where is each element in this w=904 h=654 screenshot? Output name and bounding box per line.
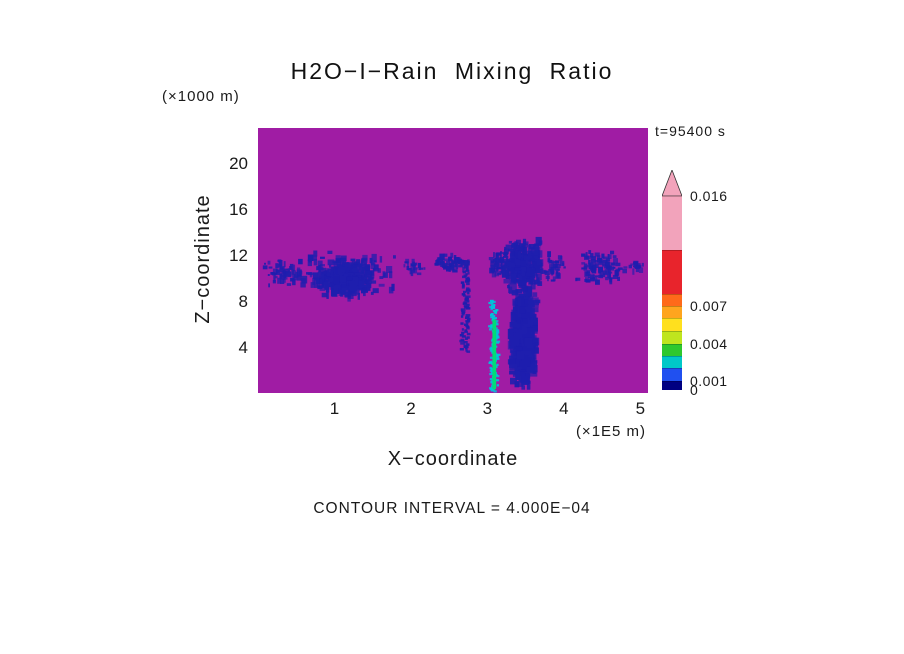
colorbar-segment xyxy=(662,250,682,294)
colorbar-segment xyxy=(662,381,682,390)
field-feature-speckle xyxy=(575,250,628,285)
field-feature-speckle xyxy=(403,258,426,277)
field-feature-speckle xyxy=(543,251,566,282)
x-axis-unit-label: (×1E5 m) xyxy=(575,423,647,440)
field-feature-speckle xyxy=(434,252,470,273)
colorbar-segment xyxy=(662,318,682,331)
x-tick-label: 3 xyxy=(482,399,493,418)
z-tick-label: 20 xyxy=(229,153,248,173)
contour-interval-caption: CONTOUR INTERVAL = 4.000E−04 xyxy=(313,500,591,517)
z-tick-label: 4 xyxy=(238,337,248,357)
colorbar-label: 0.004 xyxy=(690,336,728,352)
z-tick-label: 12 xyxy=(229,245,248,265)
field-feature-speckle xyxy=(262,259,303,288)
z-tick-label: 16 xyxy=(229,199,248,219)
field-feature-core xyxy=(492,319,497,390)
colorbar-segment xyxy=(662,356,682,368)
field-feature-speckle xyxy=(501,236,546,294)
colorbar-label: 0 xyxy=(690,382,699,398)
y-axis-unit-label: (×1000 m) xyxy=(162,88,240,105)
field-feature-speckle xyxy=(314,258,375,298)
colorbar-segment xyxy=(662,294,682,306)
x-tick-label: 1 xyxy=(329,399,340,418)
colorbar-segment xyxy=(662,344,682,356)
field-feature-speckle xyxy=(628,260,644,275)
x-axis-title: X−coordinate xyxy=(387,448,519,470)
colorbar-segment xyxy=(662,306,682,318)
field-feature-speckle xyxy=(507,280,541,390)
x-tick-label: 5 xyxy=(635,399,646,418)
colorbar-segment xyxy=(662,331,682,344)
colorbar-label: 0.007 xyxy=(690,298,728,314)
z-tick-label: 8 xyxy=(238,291,248,311)
time-annotation: t=95400 s xyxy=(655,123,726,139)
rain-field-svg xyxy=(262,236,644,393)
x-tick-label: 4 xyxy=(559,399,569,418)
plot-area xyxy=(258,128,648,393)
field-feature-streak xyxy=(459,269,471,353)
colorbar-segment xyxy=(662,368,682,381)
colorbar-segment xyxy=(662,196,682,250)
colorbar-overflow-arrow xyxy=(662,170,682,196)
colorbar-label: 0.016 xyxy=(690,188,728,204)
x-tick-label: 2 xyxy=(406,399,416,418)
field-feature-speckle xyxy=(488,246,509,278)
colorbar-label: 0.001 xyxy=(690,373,728,389)
chart-title: H2O−I−Rain Mixing Ratio xyxy=(290,58,614,84)
